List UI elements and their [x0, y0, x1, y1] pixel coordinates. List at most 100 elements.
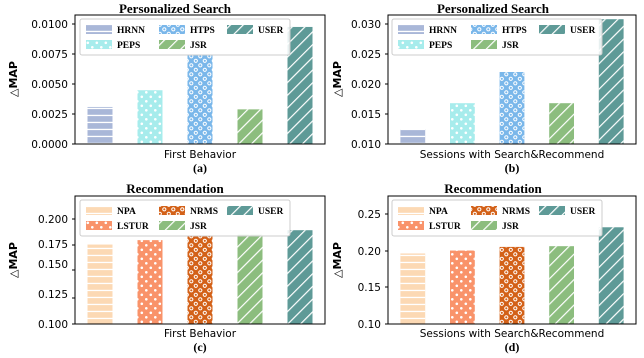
legend-swatch-pattern: [86, 206, 112, 215]
legend-label: JSR: [190, 222, 207, 232]
legend-item-lstur: LSTUR: [398, 221, 461, 232]
panel-caption: (c): [193, 340, 206, 354]
bar-lstur-pattern: [450, 250, 475, 324]
legend-label: HTPS: [502, 26, 527, 36]
legend-item-nrms: NRMS: [159, 206, 218, 217]
legend-swatch-pattern: [471, 221, 497, 230]
panel-caption: (d): [505, 340, 520, 354]
legend-label: NPA: [117, 207, 136, 217]
y-tick-label: 0.030: [351, 19, 381, 31]
legend-swatch-pattern: [398, 221, 424, 230]
legend-swatch-pattern: [539, 25, 565, 34]
legend-item-user: USER: [539, 206, 595, 217]
legend-item-user: USER: [539, 25, 595, 36]
legend-item-jsr: JSR: [471, 40, 519, 51]
legend-swatch-pattern: [159, 221, 185, 230]
bar-htps-pattern: [499, 72, 525, 144]
legend-swatch-pattern: [86, 25, 112, 34]
bar-npa-pattern: [87, 244, 113, 324]
y-ticks: 0.100 0.125 0.150 0.175 0.200: [38, 214, 75, 331]
legend: HRNN HTPS USER PEPS JSR: [79, 18, 291, 56]
legend-label: PEPS: [117, 41, 140, 51]
legend-label: USER: [258, 207, 283, 217]
legend-label: JSR: [502, 222, 519, 232]
y-tick-label: 0.150: [38, 259, 68, 271]
legend-item-npa: NPA: [398, 206, 448, 217]
x-axis-label: Sessions with Search&Recommend: [420, 328, 604, 340]
legend-item-hrnn: HRNN: [86, 25, 145, 36]
legend-item-htps: HTPS: [471, 25, 527, 36]
legend-swatch-pattern: [159, 25, 185, 34]
panel-c: Recommendation △MAP 0.100 0.125 0.150 0.…: [7, 181, 326, 354]
legend-label: PEPS: [429, 41, 452, 51]
y-axis-label: △MAP: [331, 61, 344, 97]
y-tick-label: 0.25: [358, 209, 381, 221]
y-tick-label: 0.020: [351, 79, 381, 91]
bar-user-pattern: [287, 26, 313, 145]
panel-d: Recommendation △MAP 0.10 0.15 0.20 0.25 …: [331, 181, 637, 354]
y-tick-label: 0.0000: [31, 139, 68, 151]
legend-swatch-pattern: [471, 25, 497, 34]
legend-label: NRMS: [502, 207, 530, 217]
chart-title: Recommendation: [444, 181, 542, 196]
legend-item-htps: HTPS: [159, 25, 215, 36]
legend-item-npa: NPA: [86, 206, 136, 217]
legend-swatch-pattern: [227, 25, 253, 34]
y-tick-label: 0.015: [351, 109, 381, 121]
y-tick-label: 0.125: [38, 289, 68, 301]
bar-jsr-pattern: [549, 103, 574, 144]
legend-label: HRNN: [429, 26, 457, 36]
bars: [87, 26, 313, 145]
y-tick-label: 0.200: [38, 214, 68, 226]
legend-item-jsr: JSR: [159, 40, 207, 51]
bar-peps-pattern: [137, 90, 163, 144]
legend-swatch-pattern: [86, 40, 112, 49]
y-tick-label: 0.010: [351, 139, 381, 151]
legend-label: USER: [570, 207, 595, 217]
legend-label: HRNN: [117, 26, 145, 36]
y-ticks: 0.0000 0.0025 0.0050 0.0075 0.0100: [31, 19, 75, 151]
bars: [87, 230, 313, 324]
bar-hrnn-pattern: [400, 129, 426, 144]
legend-label: NRMS: [190, 207, 218, 217]
legend-swatch-pattern: [398, 206, 424, 215]
legend-swatch-pattern: [471, 206, 497, 215]
bar-jsr-pattern: [549, 246, 574, 324]
legend-swatch-pattern: [539, 206, 565, 215]
legend-swatch-pattern: [227, 206, 253, 215]
legend-swatch-pattern: [398, 25, 424, 34]
legend-swatch-pattern: [398, 40, 424, 49]
bar-nrms-pattern: [499, 246, 525, 324]
legend-item-user: USER: [227, 25, 283, 36]
y-tick-label: 0.0075: [31, 49, 68, 61]
y-ticks: 0.10 0.15 0.20 0.25: [358, 209, 388, 331]
y-ticks: 0.010 0.015 0.020 0.025 0.030: [351, 19, 388, 151]
bar-jsr-pattern: [237, 109, 263, 144]
legend-frame: [391, 18, 603, 56]
y-tick-label: 0.10: [358, 319, 381, 331]
legend-label: JSR: [502, 41, 519, 51]
legend: NPA NRMS USER LSTUR JSR: [391, 199, 603, 237]
bar-hrnn-pattern: [87, 106, 113, 144]
y-tick-label: 0.20: [358, 246, 381, 258]
bar-user-pattern: [287, 230, 313, 324]
legend-item-hrnn: HRNN: [398, 25, 457, 36]
chart-title: Recommendation: [126, 181, 224, 196]
legend-swatch-pattern: [159, 40, 185, 49]
legend-label: NPA: [429, 207, 448, 217]
bar-user-pattern: [598, 19, 624, 145]
legend: HRNN HTPS USER PEPS JSR: [391, 18, 603, 56]
bars: [400, 227, 624, 324]
panel-a: Personalized Search △MAP 0.0000 0.0025 0…: [7, 1, 326, 175]
legend-item-peps: PEPS: [398, 40, 452, 51]
bar-user-pattern: [598, 227, 624, 324]
bar-peps-pattern: [450, 103, 475, 144]
y-tick-label: 0.0050: [31, 79, 68, 91]
y-tick-label: 0.025: [351, 49, 381, 61]
legend-swatch-pattern: [471, 40, 497, 49]
bar-nrms-pattern: [187, 235, 213, 324]
legend-frame: [79, 199, 291, 237]
y-tick-label: 0.0025: [31, 109, 68, 121]
y-axis-label: △MAP: [7, 242, 20, 278]
